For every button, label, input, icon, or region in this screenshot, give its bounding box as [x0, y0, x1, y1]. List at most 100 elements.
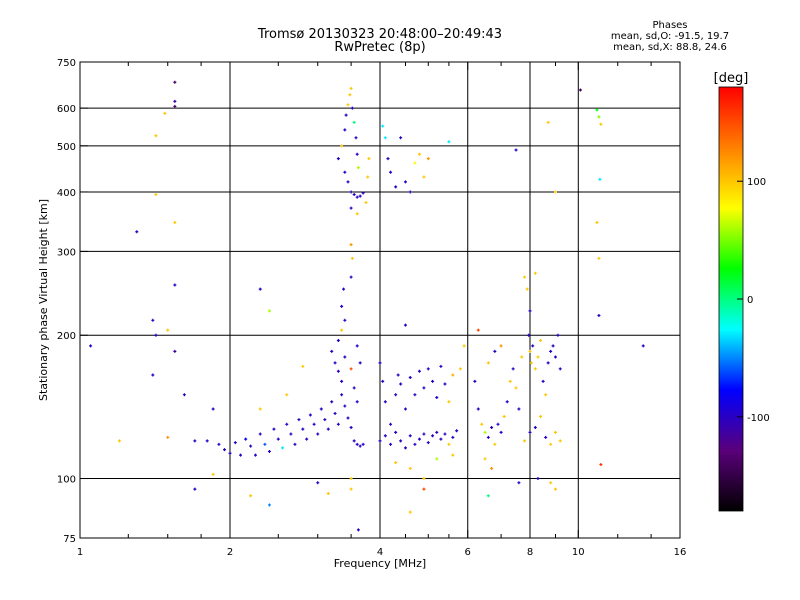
data-point	[316, 433, 319, 436]
data-point	[409, 467, 412, 470]
data-point	[642, 344, 645, 347]
data-point	[379, 439, 382, 442]
data-point	[389, 423, 392, 426]
data-point	[422, 488, 425, 491]
data-point	[529, 350, 532, 353]
data-point	[484, 431, 487, 434]
data-point	[394, 431, 397, 434]
data-point	[451, 454, 454, 457]
data-point	[531, 344, 534, 347]
data-point	[559, 367, 562, 370]
data-point	[443, 382, 446, 385]
data-point	[289, 433, 292, 436]
data-point	[443, 433, 446, 436]
data-point	[212, 407, 215, 410]
data-point	[520, 356, 523, 359]
data-point	[118, 439, 121, 442]
data-points	[89, 81, 645, 532]
data-point	[343, 128, 346, 131]
data-point	[431, 380, 434, 383]
data-point	[435, 457, 438, 460]
data-point	[526, 288, 529, 291]
data-point	[351, 107, 354, 110]
data-point	[595, 221, 598, 224]
data-point	[549, 481, 552, 484]
data-point	[529, 309, 532, 312]
data-point	[337, 370, 340, 373]
data-point	[397, 374, 400, 377]
data-point	[539, 339, 542, 342]
data-point	[173, 350, 176, 353]
data-point	[534, 272, 537, 275]
data-point	[389, 171, 392, 174]
data-point	[350, 207, 353, 210]
data-point	[554, 190, 557, 193]
data-point	[340, 380, 343, 383]
data-point	[418, 438, 421, 441]
data-point	[477, 407, 480, 410]
data-point	[350, 367, 353, 370]
data-point	[422, 386, 425, 389]
y-tick-label: 750	[57, 58, 76, 69]
data-point	[320, 407, 323, 410]
data-point	[447, 400, 450, 403]
data-point	[268, 450, 271, 453]
data-point	[534, 426, 537, 429]
data-point	[151, 319, 154, 322]
data-point	[135, 230, 138, 233]
grid-lines	[80, 62, 680, 538]
data-point	[353, 439, 356, 442]
data-point	[409, 434, 412, 437]
data-point	[301, 365, 304, 368]
data-point	[386, 157, 389, 160]
data-point	[323, 418, 326, 421]
data-point	[309, 413, 312, 416]
data-point	[359, 361, 362, 364]
data-point	[595, 108, 598, 111]
data-point	[356, 443, 359, 446]
data-point	[350, 243, 353, 246]
data-point	[447, 443, 450, 446]
colorbar-tick-label: 0	[747, 295, 753, 306]
x-tick-label: 16	[674, 547, 687, 558]
data-point	[493, 350, 496, 353]
data-point	[173, 284, 176, 287]
data-point	[435, 431, 438, 434]
data-point	[151, 374, 154, 377]
data-point	[539, 415, 542, 418]
data-point	[389, 443, 392, 446]
data-point	[509, 380, 512, 383]
data-point	[249, 494, 252, 497]
data-point	[579, 88, 582, 91]
data-point	[343, 171, 346, 174]
data-point	[350, 190, 353, 193]
data-point	[337, 339, 340, 342]
data-point	[356, 400, 359, 403]
data-point	[463, 344, 466, 347]
y-tick-label: 500	[57, 142, 76, 153]
data-point	[229, 452, 232, 455]
data-point	[490, 426, 493, 429]
data-point	[350, 426, 353, 429]
data-point	[490, 467, 493, 470]
data-point	[353, 121, 356, 124]
data-point	[549, 350, 552, 353]
data-point	[559, 439, 562, 442]
data-point	[366, 175, 369, 178]
data-point	[547, 121, 550, 124]
colorbar-label: [deg]	[714, 71, 749, 86]
data-point	[330, 400, 333, 403]
data-point	[404, 324, 407, 327]
data-point	[239, 454, 242, 457]
data-point	[547, 361, 550, 364]
data-point	[354, 136, 357, 139]
data-point	[549, 443, 552, 446]
data-point	[343, 405, 346, 408]
data-point	[343, 319, 346, 322]
data-point	[413, 162, 416, 165]
data-point	[297, 418, 300, 421]
data-point	[500, 344, 503, 347]
data-point	[217, 443, 220, 446]
data-point	[439, 365, 442, 368]
